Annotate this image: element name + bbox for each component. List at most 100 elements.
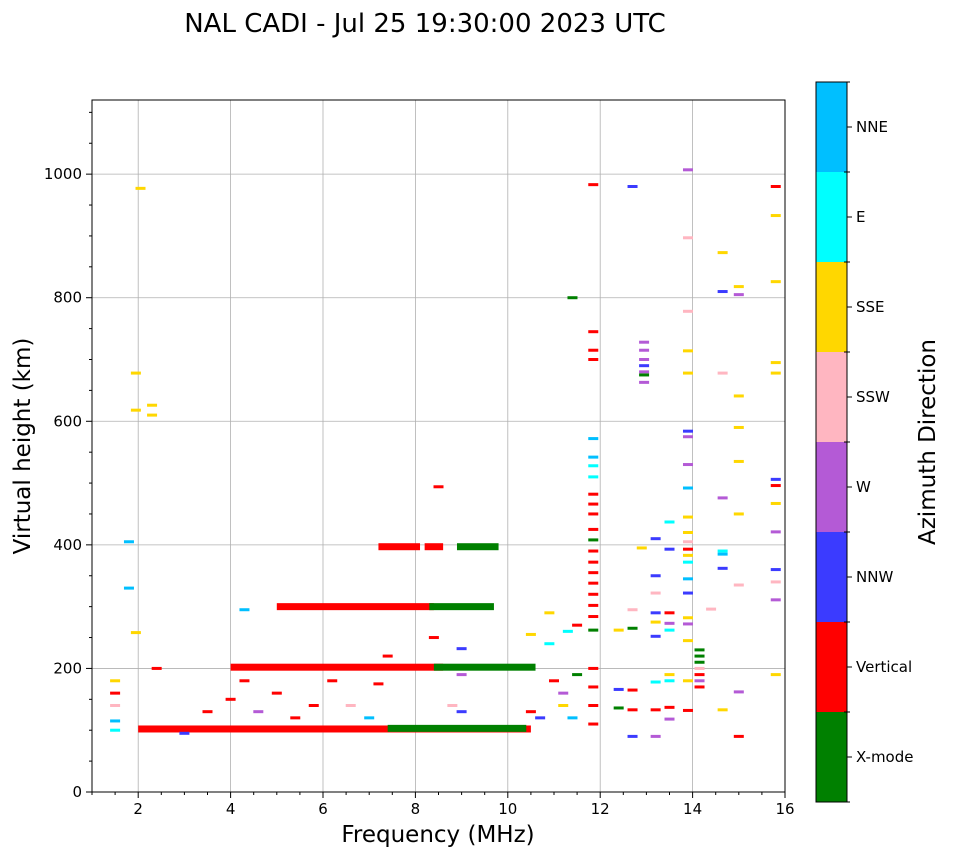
echo-point <box>650 591 661 595</box>
echo-point <box>627 708 638 712</box>
colorbar-segment <box>816 532 847 622</box>
echo-point <box>525 710 536 714</box>
echo-point <box>130 371 141 375</box>
echo-point <box>588 592 599 596</box>
echo-point <box>770 280 781 284</box>
plot-frame <box>91 99 786 793</box>
echo-point <box>613 628 624 632</box>
echo-point <box>558 691 569 695</box>
echo-point <box>682 560 693 564</box>
echo-point <box>588 603 599 607</box>
echo-point <box>456 673 467 677</box>
echo-point <box>770 598 781 602</box>
echo-point <box>770 501 781 505</box>
colorbar-segment <box>816 172 847 262</box>
echo-points <box>110 168 781 738</box>
echo-point <box>682 708 693 712</box>
echo-point <box>588 615 599 619</box>
echo-point <box>770 673 781 677</box>
colorbar-ticks: X-mode Vertical NNW W SSW SSE E NNE <box>844 81 913 803</box>
echo-point <box>682 616 693 620</box>
echo-point <box>664 705 675 709</box>
echo-point <box>717 371 728 375</box>
echo-point <box>770 568 781 572</box>
echo-band <box>230 663 444 671</box>
echo-point <box>110 691 121 695</box>
echo-point <box>428 636 439 640</box>
echo-point <box>373 682 384 686</box>
echo-point <box>682 591 693 595</box>
echo-point <box>717 496 728 500</box>
echo-point <box>572 623 583 627</box>
echo-point <box>733 285 744 289</box>
x-tick-label: 14 <box>683 800 702 818</box>
echo-point <box>588 437 599 441</box>
echo-point <box>110 728 121 732</box>
echo-point <box>682 309 693 313</box>
echo-point <box>567 716 578 720</box>
echo-point <box>271 691 282 695</box>
echo-point <box>770 185 781 188</box>
echo-point <box>682 622 693 626</box>
colorbar-segment <box>816 622 847 712</box>
echo-point <box>639 364 650 368</box>
echo-point <box>588 571 599 575</box>
echo-point <box>147 403 158 407</box>
y-tick-label: 200 <box>53 659 82 677</box>
echo-point <box>588 704 599 707</box>
colorbar-tick-label: NNE <box>856 118 888 136</box>
x-tick-label: 8 <box>411 800 421 818</box>
echo-point <box>682 371 693 375</box>
colorbar-segment <box>816 442 847 532</box>
echo-point <box>770 530 781 534</box>
echo-point <box>588 549 599 553</box>
echo-point <box>733 293 744 297</box>
colorbar-tick-label: Vertical <box>856 658 912 676</box>
echo-point <box>447 704 458 707</box>
x-tick-label: 2 <box>133 800 143 818</box>
echo-point <box>664 611 675 615</box>
y-axis-label: Virtual height (km) <box>10 338 36 555</box>
echo-point <box>694 685 705 689</box>
x-tick-label: 10 <box>498 800 517 818</box>
echo-point <box>717 290 728 294</box>
echo-point <box>639 380 650 384</box>
colorbar-segment <box>816 262 847 352</box>
echo-point <box>535 716 546 720</box>
echo-point <box>239 679 250 683</box>
echo-point <box>588 560 599 564</box>
echo-point <box>682 577 693 581</box>
echo-point <box>770 484 781 488</box>
echo-point <box>682 547 693 551</box>
x-axis-ticks: 2 4 6 8 10 12 14 16 <box>91 792 795 818</box>
echo-point <box>588 475 599 479</box>
echo-point <box>433 485 444 489</box>
echo-point <box>650 611 661 615</box>
echo-point <box>682 531 693 534</box>
echo-point <box>588 581 599 585</box>
echo-point <box>588 666 599 670</box>
echo-point <box>650 574 661 578</box>
echo-band <box>424 543 444 551</box>
echo-point <box>664 628 675 632</box>
echo-point <box>639 370 650 374</box>
colorbar-tick-label: E <box>856 208 865 226</box>
echo-point <box>110 679 121 683</box>
echo-point <box>562 629 573 633</box>
echo-point <box>130 408 141 412</box>
echo-point <box>650 537 661 541</box>
echo-point <box>682 486 693 490</box>
echo-point <box>694 673 705 677</box>
echo-point <box>588 183 599 187</box>
echo-point <box>682 553 693 557</box>
echo-point <box>588 527 599 531</box>
y-axis-ticks: 0 200 400 600 800 1000 <box>44 111 92 801</box>
colorbar-tick-label: SSE <box>856 298 885 316</box>
echo-point <box>694 654 705 658</box>
echo-point <box>179 731 190 735</box>
echo-point <box>682 429 693 433</box>
echo-point <box>567 296 578 300</box>
echo-band <box>429 603 494 611</box>
x-tick-label: 16 <box>775 800 794 818</box>
